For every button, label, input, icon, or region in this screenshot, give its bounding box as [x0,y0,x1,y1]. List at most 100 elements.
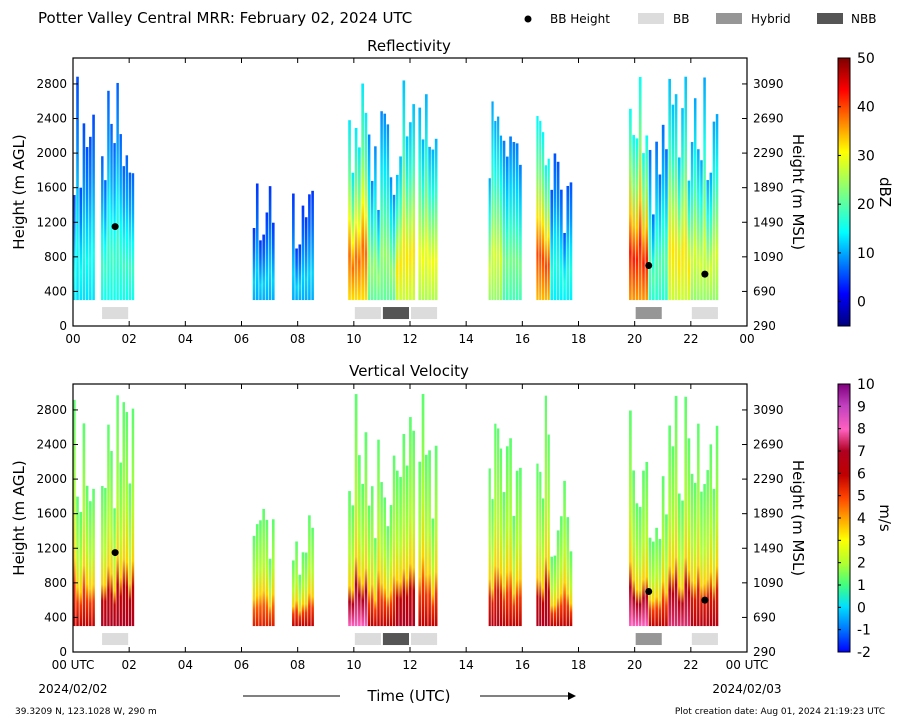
rain-streak [304,552,308,627]
rain-streak [655,141,658,301]
rain-streak [295,541,298,627]
colorbar-tick-label: 9 [857,399,866,415]
rain-streak [651,214,655,301]
location-text: 39.3209 N, 123.1028 W, 290 m [15,707,157,717]
rain-streak [690,473,694,627]
rain-streak [512,515,516,627]
legend-bb-height-label: BB Height [550,12,610,26]
rain-streak [550,556,554,627]
reflectivity-title: Reflectivity [367,37,451,55]
rain-streak [491,499,494,627]
rain-streak [488,178,491,301]
rain-streak [271,222,275,301]
rain-streak [271,519,275,627]
rain-streak [544,395,548,627]
rain-streak [82,123,86,301]
rain-period [348,394,368,627]
rain-streak [431,518,435,627]
reflectivity-panel: Reflectivity Height (m AGL) Height (m MS… [10,37,894,346]
rain-streak [674,395,678,627]
rain-streak [655,527,658,627]
y-tick-label: 1200 [36,541,67,555]
colorbar-scale [837,57,851,327]
header-legend: BB Height BB Hybrid NBB [524,12,876,26]
rain-streak [128,483,132,627]
y-tick-right-label: 1090 [753,576,784,590]
bb-height-point [111,549,119,557]
rain-streak [265,519,269,627]
rain-streak [418,461,422,627]
rain-streak [421,393,425,627]
rain-period [629,410,649,627]
rain-streak [104,487,107,627]
colorbar-tick-label: 6 [857,466,866,482]
bb-height-point [701,596,709,604]
rain-streak [690,142,694,301]
reflectivity-colorbar: 0 10 20 30 40 50 [837,51,875,327]
rain-streak [547,434,550,627]
rain-streak [292,193,295,301]
x-tick-label: 08 [290,658,305,672]
rain-streak [131,408,135,627]
colorbar-tick-label: 0 [857,295,866,311]
rain-streak [399,477,402,627]
rain-streak [509,136,512,301]
rain-streak [412,430,416,627]
x-tick-label: 12 [402,658,417,672]
rain-streak [85,485,89,627]
rain-streak [497,116,500,301]
rain-streak [684,76,688,301]
rain-streak [412,104,416,301]
legend-hybrid-swatch [716,13,742,24]
rain-streak [268,186,272,301]
rain-streak [308,194,311,301]
colorbar-tick-label: 1 [857,578,866,594]
velocity-ylabel: Height (m AGL) [10,460,28,575]
y-tick-label: 1600 [36,507,67,521]
y-tick-right-label: 2290 [753,146,784,160]
reflectivity-colorbar-label: dBZ [876,177,894,207]
rain-streak [541,132,545,301]
bb-period-bb [102,307,129,320]
end-date: 2024/02/03 [712,682,781,696]
bb-period-bb [691,633,718,646]
bb-height-point [645,261,653,269]
y-tick-right-label: 1490 [753,215,784,229]
rain-period [418,393,438,627]
y-tick-label: 800 [44,576,67,590]
legend-hybrid-label: Hybrid [751,12,791,26]
rain-streak [681,108,684,301]
rain-streak [101,486,104,627]
x-tick-label: 20 [627,332,642,346]
rain-streak [671,104,675,301]
rain-streak [119,462,122,627]
rain-streak [658,539,662,627]
rain-streak [399,156,402,301]
rain-period [550,153,573,301]
rain-streak [635,138,639,301]
rain-streak [648,149,652,301]
rain-streak [638,77,642,301]
rain-streak [556,530,560,627]
rain-streak [505,446,509,627]
rain-streak [421,139,425,301]
rain-streak [642,470,645,627]
colorbar-tick-label: 3 [857,533,866,549]
bb-height-point [111,223,119,231]
rain-period [502,438,522,627]
colorbar-tick-label: 40 [857,100,875,116]
x-tick-label: 16 [515,658,530,672]
x-tick-label: 08 [290,332,305,346]
y-tick-right-label: 2690 [753,438,784,452]
rain-streak [361,483,364,627]
rain-streak [262,234,265,301]
x-tick-label: 16 [515,332,530,346]
rain-streak [569,551,573,627]
rain-streak [409,417,412,627]
rain-period [101,82,135,301]
rain-streak [556,161,560,301]
x-tick-label: 00 [65,332,80,346]
colorbar-tick-label: 4 [857,511,866,527]
rain-period [292,190,314,301]
rain-streak [389,505,393,627]
